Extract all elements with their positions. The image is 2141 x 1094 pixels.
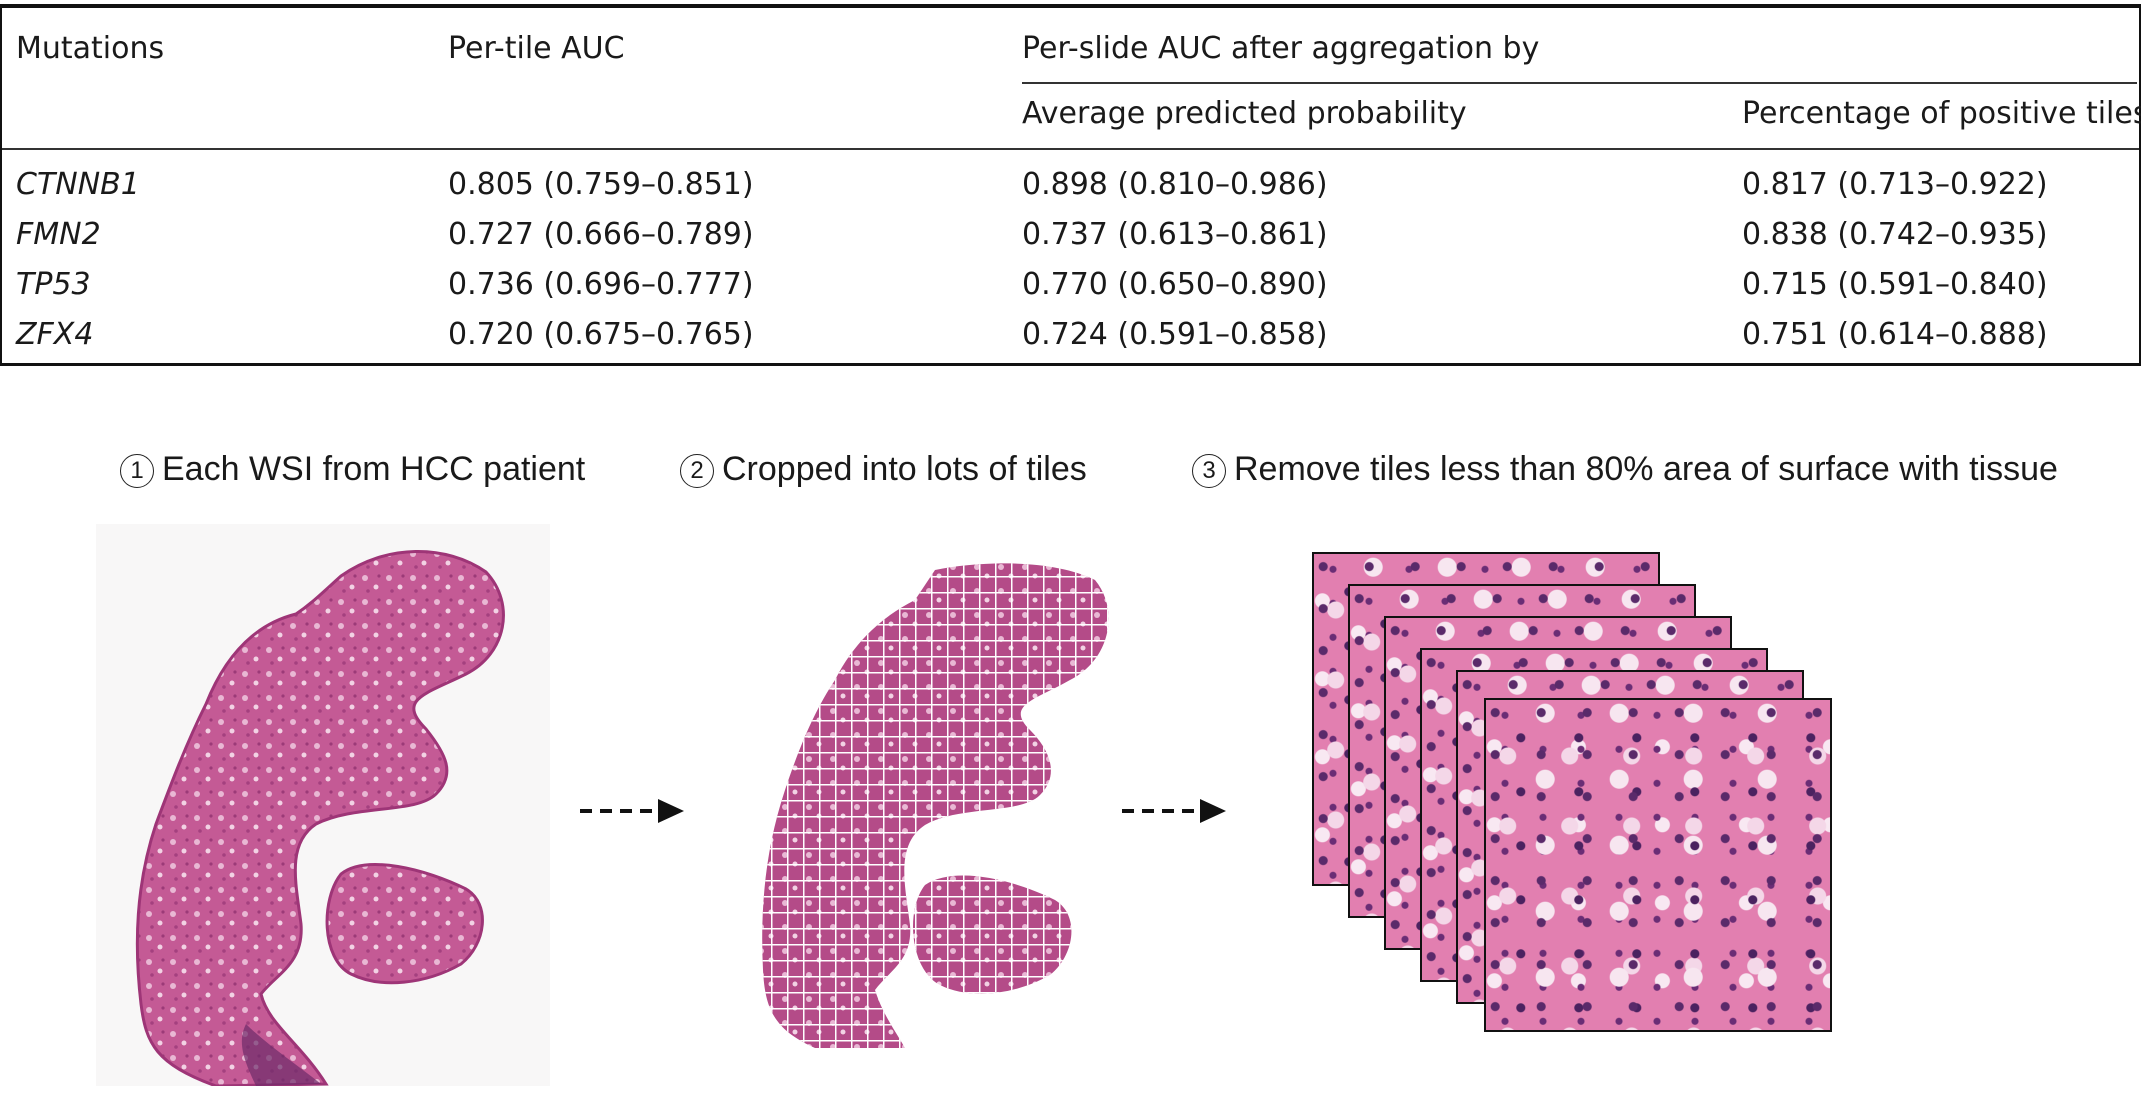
filtered-tiles-stack	[1312, 552, 1832, 1032]
average-probability-value: 0.724 (0.591–0.858)	[1022, 317, 1328, 352]
per-tile-value: 0.727 (0.666–0.789)	[448, 217, 754, 252]
average-probability-value: 0.770 (0.650–0.890)	[1022, 267, 1328, 302]
header-mutations: Mutations	[16, 31, 165, 66]
header-percentage-positive: Percentage of positive tiles	[1742, 96, 2141, 131]
arrow-1-icon	[580, 799, 684, 823]
percentage-positive-value: 0.817 (0.713–0.922)	[1742, 167, 2048, 202]
step-3-text: Remove tiles less than 80% area of surfa…	[1234, 450, 2058, 488]
percentage-positive-value: 0.838 (0.742–0.935)	[1742, 217, 2048, 252]
average-probability-value: 0.737 (0.613–0.861)	[1022, 217, 1328, 252]
gene-name: FMN2	[16, 217, 101, 252]
step-2-label: 2 Cropped into lots of tiles	[680, 452, 1087, 488]
gene-name: TP53	[16, 267, 91, 302]
step-3-label: 3 Remove tiles less than 80% area of surf…	[1192, 452, 2058, 488]
arrow-2-icon	[1122, 799, 1226, 823]
per-tile-value: 0.720 (0.675–0.765)	[448, 317, 754, 352]
header-per-slide-group: Per-slide AUC after aggregation by	[1022, 31, 1540, 66]
header-divider	[2, 148, 2139, 150]
step-1-label: 1 Each WSI from HCC patient	[120, 452, 585, 488]
percentage-positive-value: 0.715 (0.591–0.840)	[1742, 267, 2048, 302]
percentage-positive-value: 0.751 (0.614–0.888)	[1742, 317, 2048, 352]
header-per-tile-auc: Per-tile AUC	[448, 31, 625, 66]
average-probability-value: 0.898 (0.810–0.986)	[1022, 167, 1328, 202]
results-table: Mutations Per-tile AUC Per-slide AUC aft…	[0, 4, 2141, 366]
gene-name: CTNNB1	[16, 167, 140, 202]
per-tile-value: 0.736 (0.696–0.777)	[448, 267, 754, 302]
tiled-slide-image	[762, 563, 1109, 1048]
step-2-text: Cropped into lots of tiles	[722, 450, 1087, 488]
gene-name: ZFX4	[16, 317, 94, 352]
per-tile-value: 0.805 (0.759–0.851)	[448, 167, 754, 202]
group-underline	[1022, 82, 2137, 84]
whole-slide-image	[96, 524, 550, 1086]
step-3-number: 3	[1192, 454, 1226, 488]
tile-image	[1484, 698, 1832, 1032]
step-1-number: 1	[120, 454, 154, 488]
header-average-probability: Average predicted probability	[1022, 96, 1467, 131]
step-2-number: 2	[680, 454, 714, 488]
step-1-text: Each WSI from HCC patient	[162, 450, 586, 488]
